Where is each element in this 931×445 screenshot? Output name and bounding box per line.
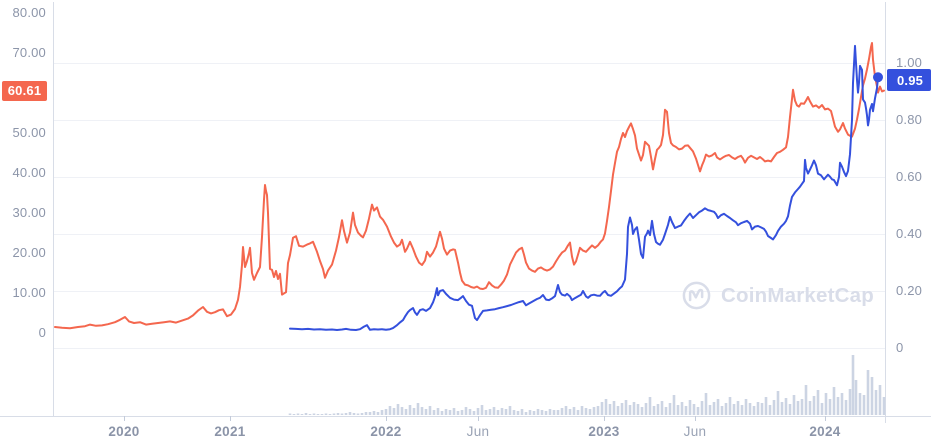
y-axis-label-left: 10.00 [12, 285, 46, 300]
y-axis-label-right: 0.40 [896, 226, 923, 241]
x-axis-label: Jun [683, 424, 707, 439]
current-price-badge-left: 60.61 [2, 80, 47, 101]
x-axis-label: 2021 [214, 424, 246, 439]
x-axis-label: 2022 [370, 424, 402, 439]
x-axis-label: 2023 [588, 424, 620, 439]
y-axis-label-left: 0 [38, 325, 46, 340]
y-axis-label-right: 0.60 [896, 169, 923, 184]
x-axis-label: 2020 [108, 424, 140, 439]
current-price-left: 60.61 [7, 83, 42, 99]
y-axis-label-right: 1.00 [896, 55, 923, 70]
y-axis-label-left: 80.00 [12, 5, 46, 20]
y-axis-label-left: 30.00 [12, 205, 46, 220]
x-axis-label: 2024 [809, 424, 841, 439]
current-price-right: 0.95 [897, 72, 924, 88]
y-axis-label-left: 70.00 [12, 45, 46, 60]
current-price-badge-right: 0.95 [887, 69, 931, 92]
y-axis-label-right: 0.80 [896, 112, 923, 127]
y-axis-label-right: 0.20 [896, 283, 923, 298]
y-axis-label-left: 20.00 [12, 245, 46, 260]
y-axis-label-right: 0 [896, 340, 904, 355]
y-axis-label-left: 50.00 [12, 125, 46, 140]
y-axis-label-left: 40.00 [12, 165, 46, 180]
x-axis-label: Jun [466, 424, 490, 439]
